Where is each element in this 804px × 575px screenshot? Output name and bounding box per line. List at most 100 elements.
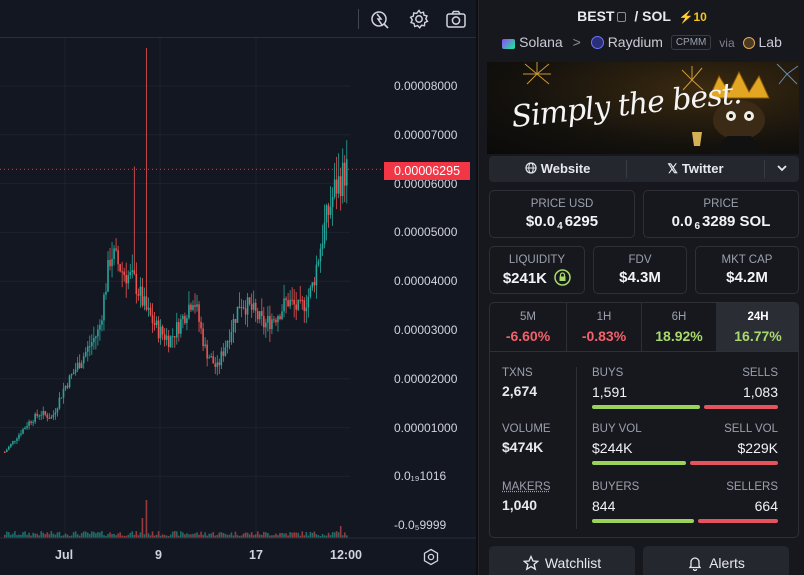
volume-bar bbox=[176, 531, 178, 538]
candle-body bbox=[285, 298, 287, 301]
volume-bar bbox=[127, 534, 130, 538]
bell-icon bbox=[688, 557, 702, 572]
copy-icon[interactable] bbox=[617, 12, 627, 22]
boost-badge[interactable]: ⚡10 bbox=[678, 10, 707, 24]
timeframe-tab-1h[interactable]: 1H -0.83% bbox=[567, 303, 641, 351]
chain-name[interactable]: Solana bbox=[519, 34, 563, 50]
candle-body bbox=[337, 176, 340, 194]
price-axis-tick: 0.0₁₉1016 bbox=[394, 469, 447, 484]
quote-token-symbol: SOL bbox=[642, 8, 671, 24]
volume-bar bbox=[105, 535, 107, 538]
volume-bar bbox=[190, 534, 192, 538]
watchlist-button[interactable]: Watchlist bbox=[489, 546, 635, 575]
candle-body bbox=[240, 307, 243, 309]
volume-bar bbox=[70, 535, 73, 538]
tabs-divider bbox=[490, 351, 798, 352]
candle-body bbox=[105, 291, 107, 295]
candle-body bbox=[115, 248, 117, 251]
via-label: via bbox=[719, 36, 735, 50]
timeframe-tab-24h[interactable]: 24H 16.77% bbox=[716, 303, 798, 351]
alerts-button[interactable]: Alerts bbox=[643, 546, 789, 575]
volume-bar bbox=[80, 532, 83, 538]
candle-body bbox=[313, 282, 316, 286]
candle-body bbox=[212, 356, 215, 364]
settings-gear-icon[interactable] bbox=[408, 8, 430, 30]
volume-bar bbox=[313, 531, 316, 538]
candle-body bbox=[149, 307, 152, 316]
makers-label: MAKERS bbox=[502, 481, 551, 493]
liquidity-card: LIQUIDITY $241K bbox=[489, 246, 585, 294]
candle-body bbox=[60, 397, 63, 399]
volume-bar bbox=[178, 535, 180, 538]
candle-body bbox=[6, 449, 8, 453]
price-native-prefix: 0.0 bbox=[671, 213, 693, 230]
candle-body bbox=[214, 363, 217, 367]
candle-body bbox=[117, 250, 119, 265]
twitter-button[interactable]: 𝕏 Twitter bbox=[627, 156, 764, 182]
volume-bar bbox=[317, 535, 320, 538]
volume-label: VOLUME bbox=[502, 423, 551, 435]
volume-bar bbox=[212, 532, 215, 538]
candle-body bbox=[171, 336, 174, 338]
candle-body bbox=[70, 374, 73, 376]
candle-body bbox=[107, 260, 109, 292]
more-links-button[interactable] bbox=[765, 156, 799, 182]
launchpad-name[interactable]: Lab bbox=[758, 34, 782, 50]
price-chart-pane[interactable]: 0.00008000 0.00007000 0.00006000 0.00005000… bbox=[0, 0, 476, 575]
indicator-icon[interactable] bbox=[369, 8, 391, 30]
price-native-digits: 3289 SOL bbox=[702, 213, 771, 230]
candle-body bbox=[190, 304, 192, 310]
candle-body bbox=[178, 322, 180, 334]
price-axis-tick: 0.00004000 bbox=[394, 274, 458, 289]
candle-body bbox=[260, 311, 263, 317]
volume-bar bbox=[273, 535, 275, 538]
volume-bar bbox=[107, 534, 109, 538]
price-usd-label: PRICE USD bbox=[530, 198, 594, 210]
price-axis-tick: 0.00007000 bbox=[394, 127, 458, 142]
volume-bar bbox=[28, 532, 30, 538]
txns-value: 2,674 bbox=[502, 383, 538, 399]
volume-bar bbox=[20, 534, 22, 538]
volume-bar bbox=[10, 534, 12, 538]
buy-volume-value: $244K bbox=[592, 440, 633, 456]
candle-body bbox=[341, 162, 344, 197]
volume-bar bbox=[56, 532, 59, 538]
candle-body bbox=[22, 429, 24, 434]
candle-body bbox=[119, 264, 121, 272]
volume-bar bbox=[125, 535, 128, 538]
candle-body bbox=[26, 425, 28, 428]
makers-value: 1,040 bbox=[502, 497, 538, 513]
volume-bar bbox=[50, 531, 53, 538]
volume-bar bbox=[157, 531, 160, 538]
website-button[interactable]: Website bbox=[489, 156, 626, 182]
volume-bar bbox=[291, 532, 293, 538]
lock-icon[interactable] bbox=[554, 269, 571, 286]
candle-body bbox=[52, 414, 55, 417]
volume-bar bbox=[62, 535, 65, 538]
volume-bar bbox=[171, 531, 174, 538]
volume-bar bbox=[109, 532, 111, 538]
candle-body bbox=[305, 307, 308, 312]
volume-bar bbox=[60, 535, 63, 538]
txns-label: TXNS bbox=[502, 367, 533, 379]
volume-bar bbox=[6, 531, 8, 538]
candle-body bbox=[192, 305, 194, 310]
camera-icon[interactable] bbox=[445, 8, 467, 30]
pool-type-badge: CPMM bbox=[670, 35, 712, 50]
timeframe-tab-5m[interactable]: 5M -6.60% bbox=[490, 303, 566, 351]
volume-bar bbox=[68, 535, 71, 538]
candlestick-chart[interactable] bbox=[0, 38, 476, 575]
volume-bar bbox=[234, 531, 237, 538]
timeframe-tab-6h[interactable]: 6H 18.92% bbox=[642, 303, 716, 351]
candle-body bbox=[281, 311, 283, 319]
volume-bar bbox=[34, 533, 36, 538]
chart-toolbar bbox=[0, 0, 476, 38]
volume-bar bbox=[115, 535, 117, 538]
volume-bar bbox=[38, 535, 40, 538]
axis-settings-icon[interactable] bbox=[422, 548, 440, 566]
liquidity-value: $241K bbox=[490, 269, 584, 287]
dex-name[interactable]: Raydium bbox=[607, 34, 663, 50]
volume-bar bbox=[143, 534, 146, 538]
volume-bar bbox=[236, 535, 239, 538]
candle-body bbox=[271, 319, 273, 329]
